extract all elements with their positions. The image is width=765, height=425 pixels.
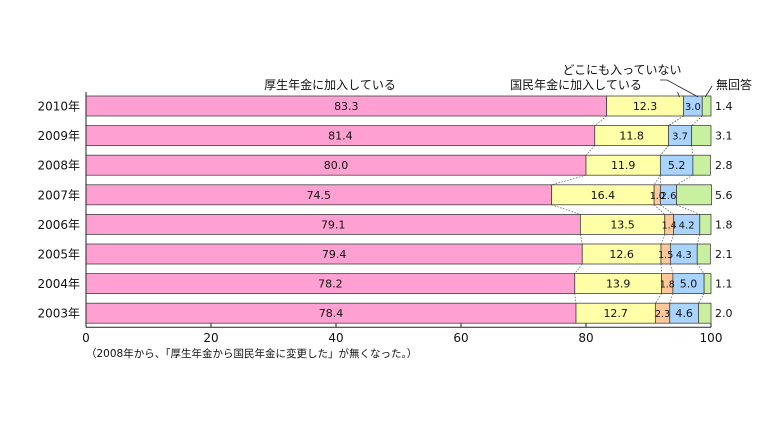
x-tick-label: 100	[700, 331, 723, 345]
data-label-1-5: 12.6	[609, 248, 634, 261]
data-label-3-7: 4.6	[675, 307, 693, 320]
legend-label-noanswer: 無回答	[716, 77, 752, 92]
x-tick-label: 0	[82, 331, 90, 345]
data-label-2-5: 1.5	[658, 250, 673, 261]
connector-line	[691, 145, 694, 156]
connector-line	[655, 293, 662, 304]
bar-segment-4-3	[676, 184, 713, 206]
data-label-3-4: 4.2	[679, 220, 695, 231]
connector-line	[669, 293, 674, 304]
connector-line	[660, 204, 674, 215]
category-label: 2006年	[37, 218, 80, 232]
category-label: 2004年	[37, 277, 80, 291]
connector-line	[653, 175, 661, 185]
category-label: 2010年	[37, 100, 80, 114]
bar-segment-4-2	[692, 154, 711, 176]
data-label-4-4: 1.8	[715, 218, 733, 231]
x-tick-label: 20	[203, 331, 218, 345]
category-label: 2005年	[37, 248, 80, 262]
legend-leader-line	[704, 85, 713, 98]
data-label-3-0: 3.0	[685, 102, 701, 113]
data-label-4-7: 2.0	[715, 307, 733, 320]
data-label-3-6: 5.0	[680, 278, 698, 291]
bars	[85, 95, 713, 324]
legend-label-none: どこにも入っていない	[562, 63, 681, 77]
connector-line	[670, 263, 674, 274]
connector-line	[670, 234, 674, 245]
category-label: 2007年	[37, 188, 80, 202]
legend-leader-line	[677, 91, 680, 98]
data-label-1-6: 13.9	[606, 278, 631, 291]
data-label-4-2: 2.8	[715, 159, 733, 172]
connector-line	[696, 234, 701, 245]
bar-segment-4-0	[701, 95, 712, 117]
data-label-3-1: 3.7	[672, 132, 688, 143]
data-label-2-3: 1.0	[650, 191, 665, 202]
data-label-4-1: 3.1	[715, 130, 733, 143]
bar-segment-4-4	[699, 213, 712, 235]
connector-line	[660, 234, 666, 245]
connector-line	[574, 263, 583, 274]
connector-line	[551, 204, 581, 215]
legend-label-kosei: 厚生年金に加入している	[264, 77, 396, 92]
connector-line	[660, 263, 662, 274]
data-label-1-1: 11.8	[619, 130, 644, 143]
data-label-0-4: 79.1	[321, 218, 346, 231]
category-label: 2008年	[37, 159, 80, 173]
legend-leader-line	[660, 79, 699, 98]
connector-line	[653, 204, 665, 215]
x-tick-label: 80	[578, 331, 593, 345]
labels: 83.3 12.3 3.0 1.4 81.4 11.8 3.7 3.1 80.0 11.9 5.2 2…	[307, 100, 733, 320]
data-label-4-5: 2.1	[715, 248, 733, 261]
data-label-2-6: 1.8	[660, 280, 675, 291]
x-tick-label: 40	[328, 331, 343, 345]
data-label-1-4: 13.5	[610, 218, 635, 231]
connector-line	[668, 115, 684, 126]
data-label-0-2: 80.0	[324, 159, 349, 172]
data-label-1-7: 12.7	[603, 307, 628, 320]
data-label-2-4: 1.4	[662, 220, 677, 231]
bar-segment-4-5	[696, 243, 711, 265]
footnote: （2008年から、「厚生年金から国民年金に変更した」が無くなった。）	[86, 347, 417, 360]
data-label-0-6: 78.2	[318, 278, 343, 291]
data-label-3-5: 4.3	[676, 250, 692, 261]
x-tick-label: 60	[453, 331, 468, 345]
data-label-2-7: 2.3	[655, 309, 670, 320]
connector-line	[660, 145, 669, 156]
data-label-0-7: 78.4	[319, 307, 344, 320]
category-label: 2009年	[37, 129, 80, 143]
data-label-0-1: 81.4	[328, 130, 353, 143]
data-label-0-3: 74.5	[307, 189, 332, 202]
connector-line	[551, 174, 587, 186]
data-label-1-3: 16.4	[591, 189, 616, 202]
x-axis: 2010年 2009年 2008年 2007年 2006年 2005年 2004年 2003年…	[37, 92, 722, 345]
connector-line	[580, 234, 583, 245]
connector-line	[698, 293, 705, 304]
legend-label-kokumin: 国民年金に加入している	[510, 77, 642, 92]
data-label-1-0: 12.3	[633, 100, 658, 113]
data-label-0-5: 79.4	[322, 248, 347, 261]
connector-line	[676, 174, 694, 186]
connector-line	[585, 145, 596, 156]
data-label-1-2: 11.9	[611, 159, 636, 172]
connector-line	[574, 293, 577, 304]
category-label: 2003年	[37, 307, 80, 321]
data-label-4-6: 1.1	[715, 278, 733, 291]
bar-segment-4-7	[698, 302, 712, 324]
bar-segment-4-1	[691, 125, 712, 146]
connector-line	[594, 115, 607, 126]
data-label-3-3: 2.6	[661, 191, 677, 202]
data-label-4-3: 5.6	[715, 189, 733, 202]
data-label-3-2: 5.2	[668, 159, 686, 172]
connector-line	[676, 204, 700, 215]
connector-lines	[551, 115, 705, 304]
data-label-4-0: 1.4	[715, 100, 733, 113]
bar-segment-4-6	[703, 273, 712, 295]
data-label-0-0: 83.3	[334, 100, 359, 113]
connector-line	[696, 263, 705, 274]
connector-line	[691, 115, 703, 126]
